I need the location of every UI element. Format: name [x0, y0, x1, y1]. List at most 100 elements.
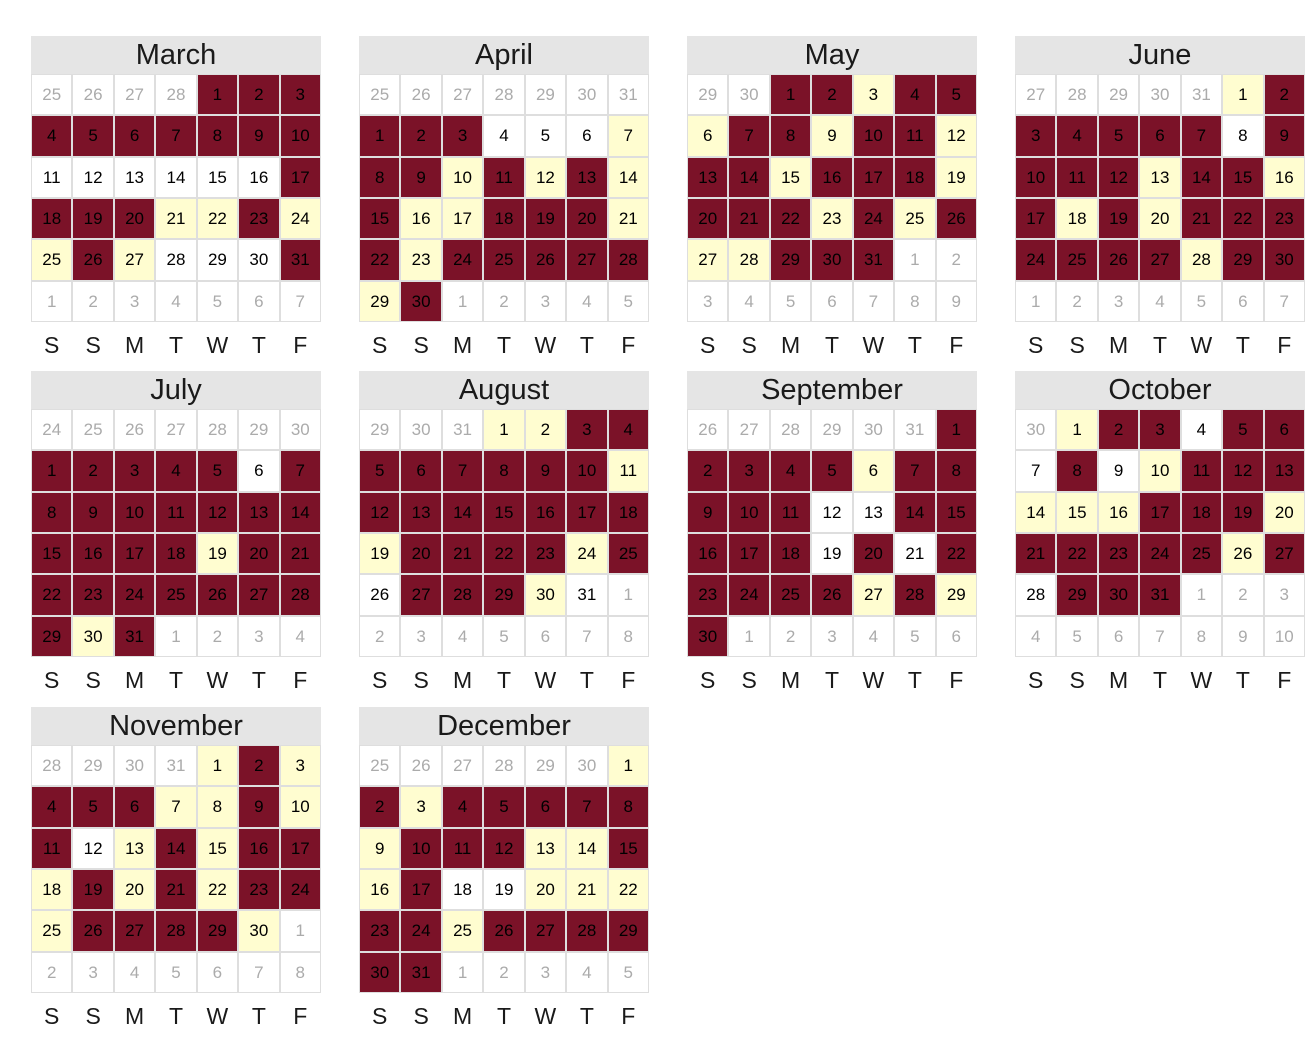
day-cell: 8: [1056, 450, 1098, 492]
day-cell: 26: [196, 574, 239, 616]
day-cell: 2: [1097, 409, 1140, 451]
day-cell: 4: [728, 280, 770, 322]
day-cell: 16: [1097, 491, 1140, 533]
day-cell: 28: [1180, 239, 1223, 281]
weekday-label: F: [949, 332, 964, 358]
day-cell: 18: [31, 869, 73, 911]
day-cell: 18: [441, 869, 484, 911]
day-cell: 22: [607, 869, 649, 911]
day-cell: 28: [1015, 574, 1057, 616]
day-cell: 7: [1015, 450, 1057, 492]
day-cell: 11: [1180, 450, 1223, 492]
day-cell: 2: [359, 786, 401, 828]
weekday-label: S: [85, 332, 101, 358]
day-cell: 7: [441, 450, 484, 492]
day-cell: 30: [72, 615, 114, 657]
day-cell: 9: [1263, 115, 1305, 157]
weekday-label: T: [496, 1003, 512, 1029]
day-cell: 30: [811, 239, 853, 281]
day-cell: 5: [894, 615, 936, 657]
day-cell: 2: [31, 951, 73, 993]
day-cell: 24: [566, 533, 608, 575]
day-cell: 7: [238, 951, 280, 993]
day-cell: 6: [566, 115, 608, 157]
day-cell: 3: [852, 74, 895, 116]
day-cell: 28: [155, 910, 197, 952]
day-cell: 24: [441, 239, 484, 281]
day-cell: 23: [359, 910, 401, 952]
weekday-label: T: [1235, 667, 1250, 693]
day-cell: 6: [1097, 615, 1140, 657]
day-cell: 2: [72, 280, 114, 322]
day-cell: 14: [441, 491, 484, 533]
day-cell: 6: [852, 450, 895, 492]
day-cell: 15: [196, 827, 239, 869]
day-cell: 31: [607, 74, 649, 116]
day-cell: 6: [400, 450, 442, 492]
day-cell: 5: [196, 280, 239, 322]
day-cell: 27: [441, 74, 484, 116]
day-cell: 27: [852, 574, 895, 616]
day-cell: 26: [72, 910, 114, 952]
weekday-label: M: [452, 332, 473, 358]
day-cell: 27: [566, 239, 608, 281]
day-cell: 3: [566, 409, 608, 451]
day-cell: 31: [279, 239, 321, 281]
day-cell: 12: [811, 491, 853, 533]
day-cell: 22: [483, 533, 525, 575]
weekday-label: T: [251, 667, 266, 693]
day-cell: 19: [72, 198, 114, 240]
day-cell: 4: [31, 115, 73, 157]
day-cell: 4: [279, 615, 321, 657]
day-cell: 28: [196, 409, 239, 451]
day-cell: 1: [196, 74, 239, 116]
day-cell: 11: [31, 827, 73, 869]
weekday-label: W: [206, 667, 229, 693]
day-cell: 8: [607, 615, 649, 657]
day-cell: 10: [852, 115, 895, 157]
day-cell: 3: [524, 951, 567, 993]
day-cell: 1: [155, 615, 197, 657]
day-cell: 21: [155, 198, 197, 240]
day-cell: 8: [196, 786, 239, 828]
day-cell: 19: [196, 533, 239, 575]
day-cell: 7: [566, 615, 608, 657]
day-cell: 20: [524, 869, 567, 911]
day-cell: 30: [400, 280, 442, 322]
weekday-label: M: [780, 332, 801, 358]
day-cell: 3: [728, 450, 770, 492]
day-cell: 17: [1015, 198, 1057, 240]
day-cell: 29: [607, 910, 649, 952]
day-cell: 31: [113, 615, 156, 657]
day-cell: 15: [1222, 156, 1264, 198]
day-cell: 10: [400, 827, 442, 869]
day-cell: 19: [359, 533, 401, 575]
day-cell: 18: [1056, 198, 1098, 240]
day-cell: 9: [524, 450, 567, 492]
month-panel-november: November 28 29 30 31 1 2 3 4 5 6 7 8 9 10 11 12 13 14 15 16 1…: [31, 707, 321, 1037]
day-cell: 30: [400, 409, 442, 451]
day-cell: 29: [359, 409, 401, 451]
day-cell: 19: [1222, 491, 1264, 533]
day-cell: 31: [400, 951, 442, 993]
day-cell: 14: [155, 827, 197, 869]
month-grid: 29 30 1 2 3 4 5 6 7 8 9 10 11 12 13 14 15 16 17 18 19 20 21 22 2…: [687, 74, 977, 322]
weekday-label: T: [579, 667, 594, 693]
weekday-label: F: [949, 667, 964, 693]
weekday-label: S: [44, 332, 60, 358]
weekday-label: T: [1152, 667, 1168, 693]
day-cell: 2: [811, 74, 853, 116]
day-cell: 4: [566, 951, 608, 993]
day-cell: 1: [1180, 574, 1223, 616]
day-cell: 8: [359, 156, 401, 198]
day-cell: 9: [238, 115, 280, 157]
day-cell: 4: [894, 74, 936, 116]
day-cell: 30: [1139, 74, 1181, 116]
day-cell: 11: [441, 827, 484, 869]
day-cell: 21: [155, 869, 197, 911]
day-cell: 5: [483, 786, 525, 828]
day-cell: 8: [935, 450, 977, 492]
day-cell: 20: [566, 198, 608, 240]
day-cell: 1: [607, 574, 649, 616]
day-cell: 5: [769, 280, 812, 322]
